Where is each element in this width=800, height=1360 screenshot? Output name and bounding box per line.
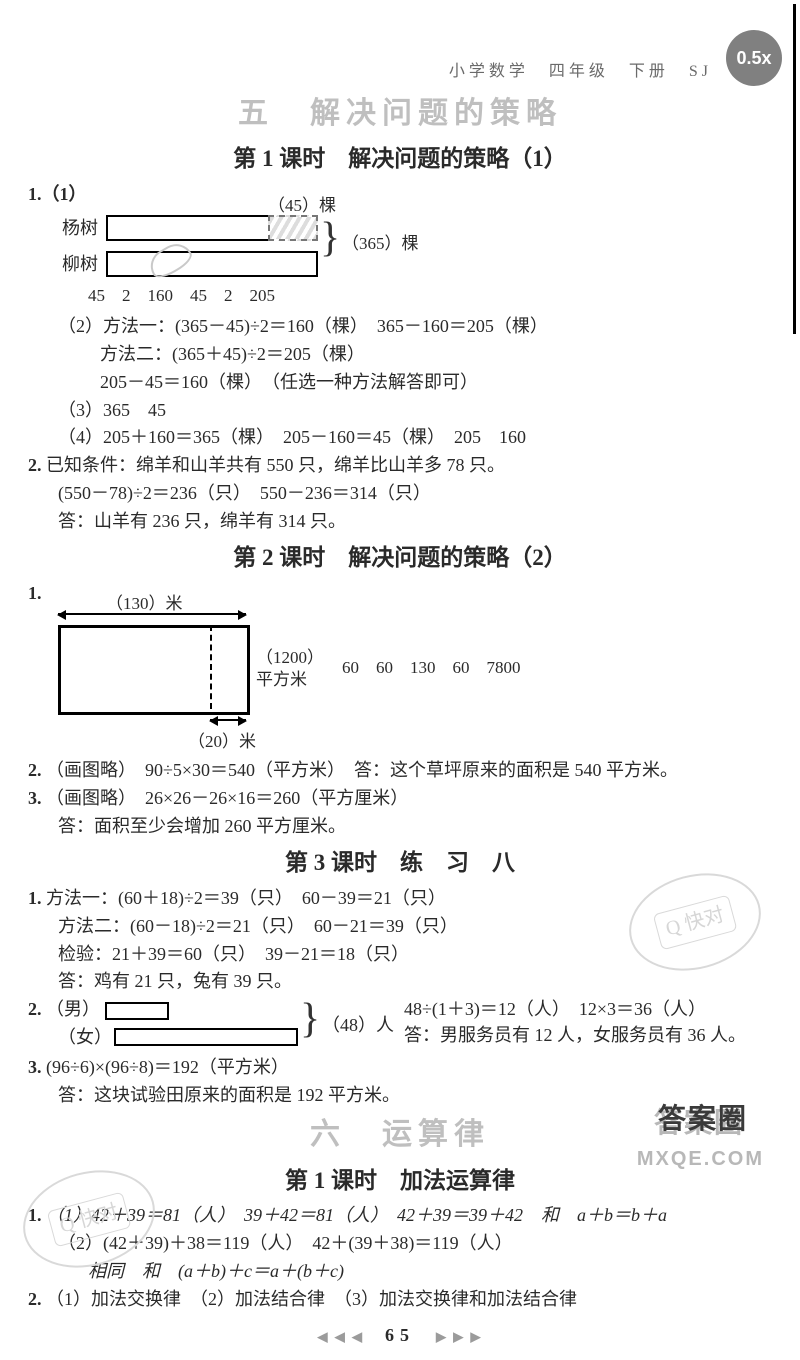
l1-p2b: 方法二：(365＋45)÷2＝205（棵） bbox=[28, 341, 772, 369]
bar-short bbox=[106, 215, 270, 241]
q2c: 答：山羊有 236 只，绵羊有 314 只。 bbox=[28, 508, 772, 536]
c6-l1a: （1）42＋39＝81（人） 39＋42＝81（人） 42＋39＝39＋42 和… bbox=[46, 1205, 667, 1225]
bar-female bbox=[114, 1028, 298, 1046]
l1-p2c: 205－45＝160（棵） （任选一种方法解答即可） bbox=[28, 369, 772, 397]
dash-line bbox=[210, 625, 212, 709]
brace-icon: } bbox=[320, 217, 340, 259]
l3-l2: 方法二：(60－18)÷2＝21（只） 60－21＝39（只） bbox=[28, 913, 772, 941]
bar-male bbox=[105, 1002, 169, 1020]
right-tri-icon: ▶ ▶ ▶ bbox=[436, 1329, 483, 1344]
l1-p4: （4）205＋160＝365（棵） 205－160＝45（棵） 205 160 bbox=[28, 424, 772, 452]
label-liushu: 柳树 bbox=[62, 251, 98, 279]
bottom-dim-label: （20）米 bbox=[188, 729, 256, 755]
l2-q3b: 答：面积至少会增加 260 平方厘米。 bbox=[28, 813, 772, 841]
tree-bar-diagram: 杨树 （45）棵 柳树 } （365）棵 45 2 160 45 2 205 bbox=[58, 211, 772, 311]
scan-edge bbox=[793, 4, 796, 334]
footer-brand: 答案圈 bbox=[658, 1097, 748, 1137]
lesson-3-title: 第 3 课时 练 习 八 bbox=[28, 845, 772, 881]
top-dim-label: （130）米 bbox=[106, 591, 183, 617]
q2-ans: 答：男服务员有 12 人，女服务员有 36 人。 bbox=[404, 1022, 746, 1050]
lesson-2-title: 第 2 课时 解决问题的策略（2） bbox=[28, 540, 772, 576]
l2-q2-label: 2. bbox=[28, 760, 42, 780]
rect-diagram: （130）米 （1200） 平方米 60 60 130 60 7800 （20）… bbox=[58, 607, 772, 757]
sex-f: （女） bbox=[58, 1024, 112, 1052]
lesson-1-title: 第 1 课时 解决问题的策略（1） bbox=[28, 141, 772, 177]
l3-l1: 方法一：(60＋18)÷2＝39（只） 60－39＝21（只） bbox=[46, 888, 446, 908]
side-nums: 60 60 130 60 7800 bbox=[342, 655, 521, 681]
l2-q2: （画图略） 90÷5×30＝540（平方米） 答：这个草坪原来的面积是 540 … bbox=[46, 760, 678, 780]
val-48: （48）人 bbox=[322, 1012, 394, 1040]
l3-l3: 检验：21＋39＝60（只） 39－21＝18（只） bbox=[28, 941, 772, 969]
l2-q1-label: 1. bbox=[28, 583, 42, 603]
l3-q3-label: 3. bbox=[28, 1057, 42, 1077]
c6-q1-label: 1. bbox=[28, 1205, 42, 1225]
num-row: 45 2 160 45 2 205 bbox=[88, 283, 275, 309]
bar-long bbox=[106, 251, 318, 277]
l1-p2: （2）方法一：(365－45)÷2＝160（棵） 365－160＝205（棵） bbox=[28, 313, 772, 341]
l2-q3a: （画图略） 26×26－26×16＝260（平方厘米） bbox=[46, 788, 408, 808]
sex-m: （男） bbox=[46, 999, 100, 1019]
l3-q3a: (96÷6)×(96÷8)＝192（平方米） bbox=[46, 1057, 289, 1077]
q2-label: 2. bbox=[28, 455, 42, 475]
book-header: 小学数学 四年级 下册 SJ bbox=[28, 60, 772, 85]
l3-l4: 答：鸡有 21 只，兔有 39 只。 bbox=[28, 968, 772, 996]
val-365: （365）棵 bbox=[342, 231, 419, 257]
c6-l2: （1）加法交换律 （2）加法结合律 （3）加法交换律和加法结合律 bbox=[46, 1289, 577, 1309]
chapter-5-title: 五 解决问题的策略 bbox=[28, 91, 772, 138]
l3-q2-label: 2. bbox=[28, 999, 42, 1019]
l1-p3: （3）365 45 bbox=[28, 397, 772, 425]
area-val-b: 平方米 bbox=[256, 667, 307, 693]
c6-l1c: 相同 和 (a＋b)＋c＝a＋(b＋c) bbox=[28, 1258, 772, 1286]
page-number-row: ◀ ◀ ◀ 65 ▶ ▶ ▶ bbox=[28, 1322, 772, 1350]
l2-q3-label: 3. bbox=[28, 788, 42, 808]
c6-q2-label: 2. bbox=[28, 1289, 42, 1309]
page-number: 65 bbox=[385, 1325, 415, 1345]
outer-rect bbox=[58, 625, 250, 715]
c6-l1b: （2）(42＋39)＋38＝119（人） 42＋(39＋38)＝119（人） bbox=[28, 1230, 772, 1258]
q2b: (550－78)÷2＝236（只） 550－236＝314（只） bbox=[28, 480, 772, 508]
label-yangshu: 杨树 bbox=[62, 215, 98, 243]
q2a: 已知条件：绵羊和山羊共有 550 只，绵羊比山羊多 78 只。 bbox=[46, 455, 505, 475]
brace-48: } bbox=[300, 998, 320, 1040]
q2-calc: 48÷(1＋3)＝12（人） 12×3＝36（人） bbox=[404, 996, 706, 1024]
bottom-dim-line bbox=[210, 719, 246, 721]
q1-label: 1.（1） bbox=[28, 184, 87, 204]
footer-url: MXQE.COM bbox=[637, 1148, 764, 1171]
left-tri-icon: ◀ ◀ ◀ bbox=[318, 1329, 365, 1344]
l3-q1-label: 1. bbox=[28, 888, 42, 908]
zoom-badge[interactable]: 0.5x bbox=[726, 30, 782, 86]
